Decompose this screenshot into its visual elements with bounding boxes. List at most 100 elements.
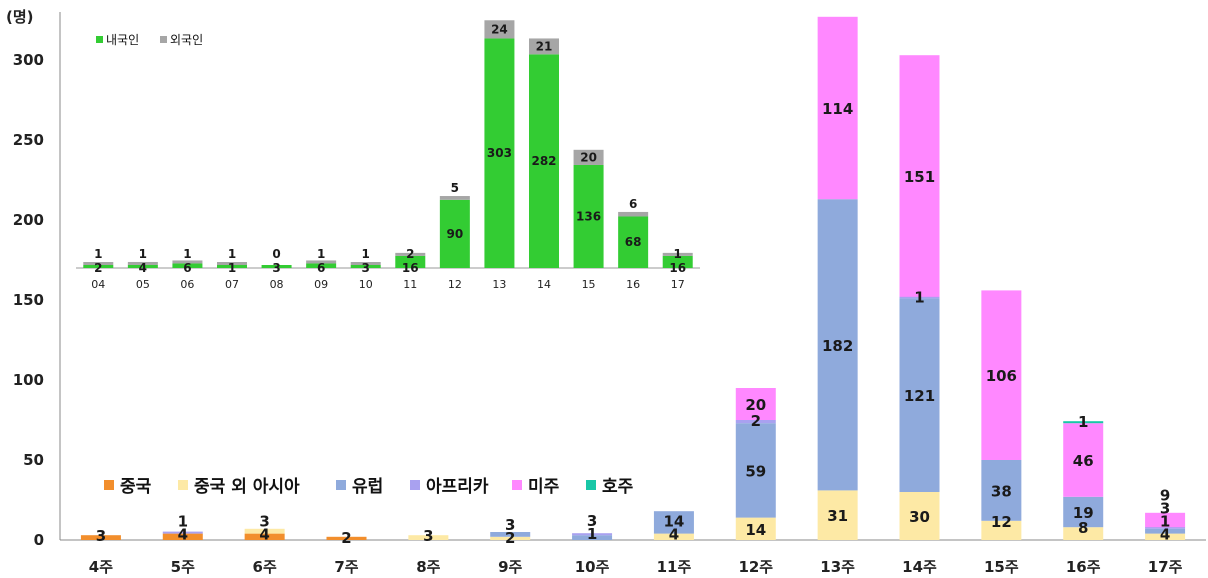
- inset-label-foreign: 21: [536, 39, 553, 53]
- inset-label-domestic: 282: [531, 154, 556, 168]
- inset-x-tick-label: 05: [136, 278, 150, 291]
- inset-bar-domestic: [573, 164, 604, 268]
- inset-bar-domestic: [439, 199, 470, 268]
- bar-segment: [981, 290, 1022, 460]
- data-label: 46: [1073, 452, 1094, 470]
- bar-segment: [1063, 423, 1104, 497]
- inset-x-tick-label: 11: [403, 278, 417, 291]
- x-tick-label: 11주: [657, 558, 692, 576]
- inset-bar-domestic: [217, 265, 247, 268]
- x-tick-label: 13주: [820, 558, 855, 576]
- inset-label-domestic: 136: [576, 209, 601, 223]
- data-label: 4: [1160, 526, 1170, 544]
- bar-segment: [244, 533, 285, 540]
- data-label: 3: [1160, 500, 1170, 518]
- x-tick-label: 17주: [1148, 558, 1183, 576]
- inset-bar-domestic: [83, 265, 114, 268]
- x-tick-label: 10주: [575, 558, 610, 576]
- legend-label: 호주: [602, 477, 634, 497]
- inset-legend-swatch: [160, 36, 167, 43]
- inset-label-domestic: 4: [139, 261, 147, 275]
- bar-segment: [653, 511, 694, 534]
- inset-bar-foreign: [662, 252, 693, 256]
- data-label: 14: [745, 521, 766, 539]
- bar-segment: [244, 528, 285, 534]
- inset-bar-domestic: [172, 263, 203, 268]
- inset-bar-foreign: [439, 196, 470, 200]
- inset-label-domestic: 16: [669, 261, 686, 275]
- inset-x-tick-label: 16: [626, 278, 640, 291]
- inset-label-foreign: 5: [451, 181, 459, 195]
- inset-bar-foreign: [484, 20, 515, 39]
- inset-legend-swatch: [96, 36, 103, 43]
- x-tick-label: 16주: [1066, 558, 1101, 576]
- data-label: 3: [587, 512, 597, 530]
- legend-label: 유럽: [352, 477, 383, 497]
- inset-bar-domestic: [350, 265, 381, 268]
- legend-swatch: [104, 480, 114, 490]
- y-unit-label: (명): [6, 8, 34, 26]
- legend-swatch: [410, 480, 420, 490]
- data-label: 9: [1160, 487, 1170, 505]
- inset-bar-domestic: [662, 255, 693, 268]
- inset-x-tick-label: 13: [492, 278, 506, 291]
- data-label: 30: [909, 508, 930, 526]
- data-label: 1: [1160, 513, 1170, 531]
- inset-label-domestic: 68: [625, 235, 642, 249]
- data-label: 38: [991, 482, 1012, 500]
- bar-segment: [1145, 533, 1186, 540]
- data-label: 3: [96, 527, 106, 545]
- data-label: 59: [745, 462, 766, 480]
- main-legend: 중국 중국 외 아시아 유럽 아프리카 미주 호주: [104, 477, 634, 497]
- inset-chart: 0421054106610711083009611031111621290513…: [72, 14, 704, 294]
- inset-x-tick-label: 10: [359, 278, 373, 291]
- inset-x-tick-label: 17: [671, 278, 685, 291]
- x-tick-label: 7주: [334, 558, 358, 576]
- bar-segment: [899, 492, 940, 540]
- data-label: 151: [904, 168, 935, 186]
- inset-bar-domestic: [261, 265, 292, 268]
- legend-label: 중국 외 아시아: [194, 477, 300, 497]
- inset-label-foreign: 1: [94, 247, 102, 261]
- inset-label-foreign: 1: [139, 247, 147, 261]
- inset-label-foreign: 6: [629, 197, 637, 211]
- inset-background: [72, 14, 704, 294]
- data-label: 12: [991, 513, 1012, 531]
- inset-x-tick-label: 07: [225, 278, 239, 291]
- legend-swatch: [178, 480, 188, 490]
- bar-segment: [981, 520, 1022, 540]
- bar-segment: [1063, 496, 1104, 528]
- data-label: 1: [587, 525, 597, 543]
- bar-segment: [1145, 512, 1186, 528]
- inset-x-tick-label: 15: [582, 278, 596, 291]
- inset-label-domestic: 3: [362, 261, 370, 275]
- bar-segment: [490, 536, 531, 540]
- inset-label-foreign: 20: [580, 150, 597, 164]
- legend-swatch: [512, 480, 522, 490]
- inset-label-foreign: 1: [317, 247, 325, 261]
- bar-segment: [899, 296, 940, 299]
- inset-bar-foreign: [217, 262, 247, 265]
- data-label: 31: [827, 507, 848, 525]
- bar-segment: [162, 533, 203, 540]
- x-tick-label: 9주: [498, 558, 522, 576]
- inset-bar-foreign: [306, 260, 337, 264]
- inset-x-tick-label: 04: [91, 278, 105, 291]
- y-tick-label: 50: [23, 451, 44, 469]
- inset-bar-foreign: [529, 38, 559, 55]
- y-tick-label: 250: [13, 131, 44, 149]
- bar-segment: [735, 388, 776, 420]
- bar-segment: [1145, 528, 1186, 534]
- x-tick-label: 8주: [416, 558, 440, 576]
- inset-label-domestic: 16: [402, 261, 419, 275]
- bar-segment: [899, 298, 940, 492]
- main-bars: [80, 16, 1186, 540]
- inset-bar-foreign: [618, 211, 649, 217]
- data-label: 14: [663, 513, 684, 531]
- inset-legend-label: 내국인: [106, 33, 139, 47]
- data-label: 1: [914, 288, 924, 306]
- x-tick-label: 15주: [984, 558, 1019, 576]
- inset-bar-domestic: [127, 264, 158, 268]
- inset-x-tick-label: 14: [537, 278, 551, 291]
